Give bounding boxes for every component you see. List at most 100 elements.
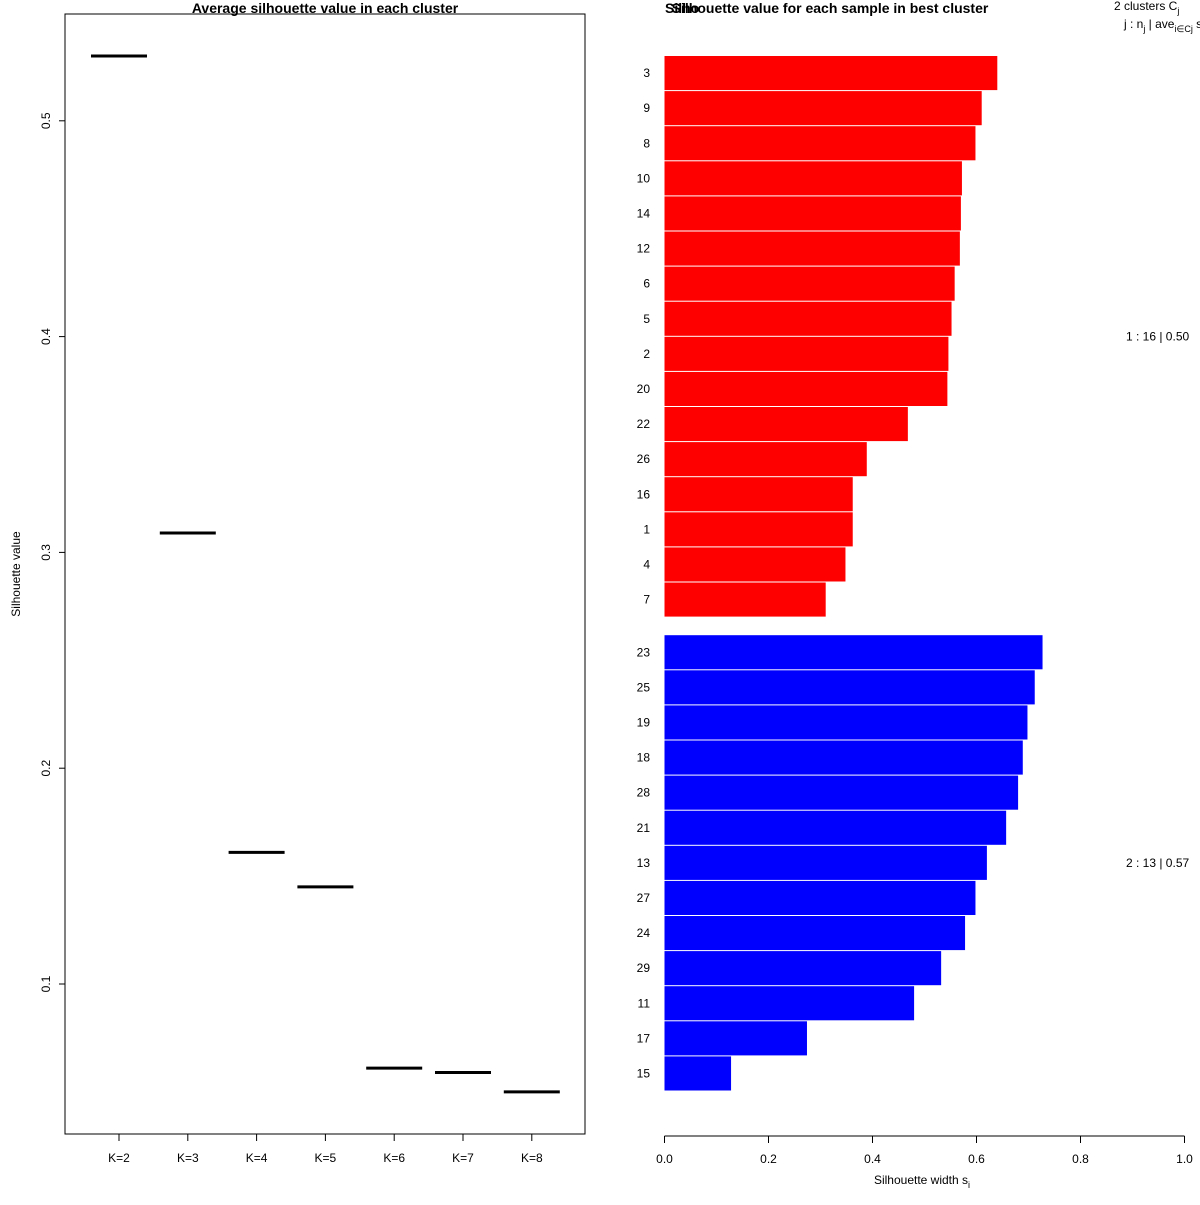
legend-header-s: s (1193, 17, 1200, 31)
bar-sample-8 (664, 126, 976, 161)
cluster-summary-2: 2 : 13 | 0.57 (1126, 856, 1189, 870)
right-x-tick-label: 0.6 (968, 1152, 985, 1166)
sample-label: 14 (637, 206, 651, 220)
bar-sample-25 (664, 670, 1035, 705)
cluster-summary-1: 1 : 16 | 0.50 (1126, 329, 1189, 343)
bar-sample-2 (664, 336, 949, 371)
bar-sample-15 (664, 1056, 732, 1091)
bar-sample-22 (664, 407, 908, 442)
bar-sample-1 (664, 512, 853, 547)
left-x-tick-label: K=6 (383, 1151, 405, 1165)
right-x-tick-label: 0.4 (864, 1152, 881, 1166)
sample-label: 29 (637, 961, 651, 975)
right-x-tick-label: 1.0 (1176, 1152, 1193, 1166)
left-y-tick-label: 0.3 (39, 544, 53, 561)
bar-sample-6 (664, 266, 955, 301)
sample-label: 19 (637, 715, 651, 729)
sample-label: 21 (637, 821, 651, 835)
bar-sample-28 (664, 775, 1019, 810)
bar-sample-14 (664, 196, 961, 231)
bar-sample-21 (664, 810, 1007, 845)
sample-label: 5 (643, 312, 650, 326)
bar-sample-5 (664, 301, 952, 336)
sample-label: 13 (637, 856, 651, 870)
right-cluster-summaries: 1 : 16 | 0.50 2 : 13 | 0.57 (1126, 329, 1189, 870)
sample-label: 24 (637, 926, 651, 940)
sample-label: 15 (637, 1066, 651, 1080)
sample-label: 25 (637, 680, 651, 694)
right-sample-labels: 3981014126522022261614723251918282113272… (637, 66, 651, 1080)
right-bars (664, 56, 1043, 1091)
left-x-tick-label: K=3 (177, 1151, 199, 1165)
sample-label: 27 (637, 891, 651, 905)
sample-label: 12 (637, 242, 651, 256)
right-x-tick-label: 0.2 (760, 1152, 777, 1166)
legend-header-clusters: 2 clusters C (1114, 0, 1178, 13)
right-x-axis-label-sub: i (968, 1180, 970, 1190)
right-x-tick-label: 0.8 (1072, 1152, 1089, 1166)
legend-header-line1: 2 clusters Cj (1114, 0, 1179, 16)
sample-label: 2 (643, 347, 650, 361)
sample-label: 26 (637, 452, 651, 466)
right-panel: Silho Silhouette value for each sample i… (637, 0, 1200, 1190)
right-chart-title-overlap: Silho (665, 0, 699, 16)
bar-sample-20 (664, 371, 948, 406)
sample-label: 17 (637, 1031, 651, 1045)
bar-sample-10 (664, 161, 962, 196)
sample-label: 4 (643, 557, 650, 571)
bar-sample-24 (664, 916, 966, 951)
sample-label: 7 (643, 593, 650, 607)
sample-label: 18 (637, 751, 651, 765)
sample-label: 16 (637, 487, 651, 501)
sample-label: 3 (643, 66, 650, 80)
bar-sample-4 (664, 547, 846, 582)
left-y-tick-label: 0.5 (39, 112, 53, 129)
left-panel: Average silhouette value in each cluster… (9, 0, 586, 1165)
sample-label: 1 (643, 522, 650, 536)
bar-sample-9 (664, 91, 982, 126)
bar-sample-12 (664, 231, 960, 266)
sample-label: 22 (637, 417, 651, 431)
legend-header-nj-sub: j (1142, 24, 1145, 34)
bar-sample-23 (664, 635, 1043, 670)
left-y-axis-ticks: 0.1 0.2 0.3 0.4 0.5 (39, 112, 65, 992)
left-plot-frame (64, 13, 586, 1135)
left-chart-title: Average silhouette value in each cluster (192, 0, 459, 16)
left-y-axis-label: Silhouette value (9, 531, 23, 617)
legend-header-sub: j (1176, 6, 1179, 16)
bar-sample-17 (664, 1021, 807, 1056)
left-y-tick-label: 0.2 (39, 760, 53, 777)
left-data-marks (91, 54, 560, 1094)
left-x-tick-label: K=4 (246, 1151, 268, 1165)
bar-sample-11 (664, 986, 915, 1021)
right-x-tick-label: 0.0 (656, 1152, 673, 1166)
bar-sample-29 (664, 951, 942, 986)
sample-label: 8 (643, 136, 650, 150)
bar-sample-13 (664, 845, 987, 880)
left-y-tick-label: 0.4 (39, 328, 53, 345)
right-x-axis-label-text: Silhouette width s (874, 1173, 968, 1187)
left-x-tick-label: K=7 (452, 1151, 474, 1165)
legend-header-line2: j : nj | avei∈Cj s (1123, 17, 1200, 34)
sample-label: 6 (643, 277, 650, 291)
legend-header-nj: j : n (1123, 17, 1143, 31)
left-x-tick-label: K=2 (108, 1151, 130, 1165)
bar-sample-16 (664, 477, 853, 512)
right-x-axis: 0.0 0.2 0.4 0.6 0.8 1.0 (656, 1135, 1193, 1166)
sample-label: 9 (643, 101, 650, 115)
bar-sample-19 (664, 705, 1028, 740)
sample-label: 23 (637, 645, 651, 659)
sample-label: 20 (637, 382, 651, 396)
left-x-axis-ticks: K=2 K=3 K=4 K=5 K=6 K=7 K=8 (108, 1134, 543, 1165)
left-x-tick-label: K=8 (521, 1151, 543, 1165)
sample-label: 10 (637, 171, 651, 185)
left-y-tick-label: 0.1 (39, 975, 53, 992)
bar-sample-7 (664, 582, 826, 617)
bar-sample-18 (664, 740, 1023, 775)
sample-label: 11 (638, 996, 651, 1010)
legend-header-ave-sub: i∈Cj (1174, 24, 1192, 34)
right-chart-title: Silhouette value for each sample in best… (672, 0, 989, 16)
legend-header-ave: | ave (1145, 17, 1174, 31)
